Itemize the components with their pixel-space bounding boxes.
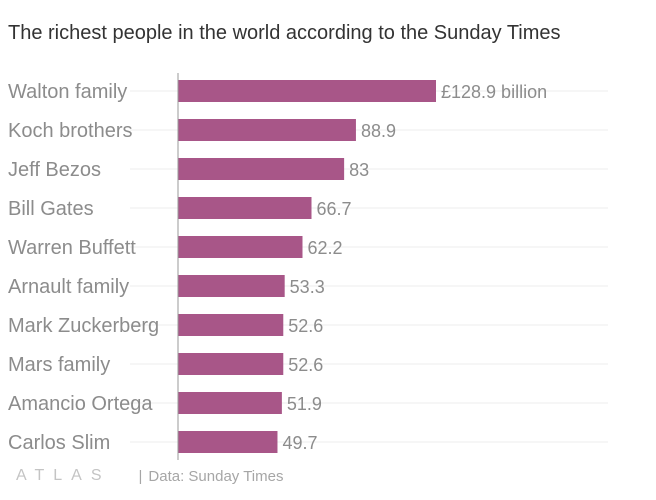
- category-label: Amancio Ortega: [8, 393, 153, 415]
- category-label: Bill Gates: [8, 198, 94, 220]
- atlas-logo[interactable]: ATLAS: [16, 467, 111, 484]
- category-label: Warren Buffett: [8, 237, 136, 259]
- bar: [178, 314, 284, 336]
- data-source: | Data: Sunday Times: [138, 467, 284, 485]
- chart-title: The richest people in the world accordin…: [8, 22, 561, 44]
- data-label: 53.3: [290, 277, 325, 297]
- bar: [178, 431, 278, 453]
- bar: [178, 275, 285, 297]
- data-label: 52.6: [288, 316, 323, 336]
- data-source-text: Data: Sunday Times: [148, 467, 284, 485]
- category-label: Walton family: [8, 81, 127, 103]
- category-label: Carlos Slim: [8, 432, 110, 454]
- category-label: Koch brothers: [8, 120, 133, 142]
- bar: [178, 158, 345, 180]
- data-label: 66.7: [317, 199, 352, 219]
- category-label: Mark Zuckerberg: [8, 315, 159, 337]
- bar: [178, 197, 312, 219]
- data-label: 52.6: [288, 355, 323, 375]
- bar-chart: Walton family £128.9 billion Koch brothers…: [8, 73, 608, 460]
- category-label: Arnault family: [8, 276, 129, 298]
- data-label: 49.7: [282, 433, 317, 453]
- footer: ATLAS | Data: Sunday Times: [16, 464, 283, 488]
- category-label: Mars family: [8, 354, 110, 376]
- data-label: 88.9: [361, 121, 396, 141]
- category-label: Jeff Bezos: [8, 159, 101, 181]
- data-label: £128.9 billion: [441, 82, 547, 102]
- data-label: 83: [349, 160, 369, 180]
- bar: [178, 119, 356, 141]
- bar: [178, 80, 436, 102]
- bar: [178, 353, 284, 375]
- data-label: 51.9: [287, 394, 322, 414]
- data-label: 62.2: [307, 238, 342, 258]
- bar: [178, 392, 282, 414]
- bar: [178, 236, 303, 258]
